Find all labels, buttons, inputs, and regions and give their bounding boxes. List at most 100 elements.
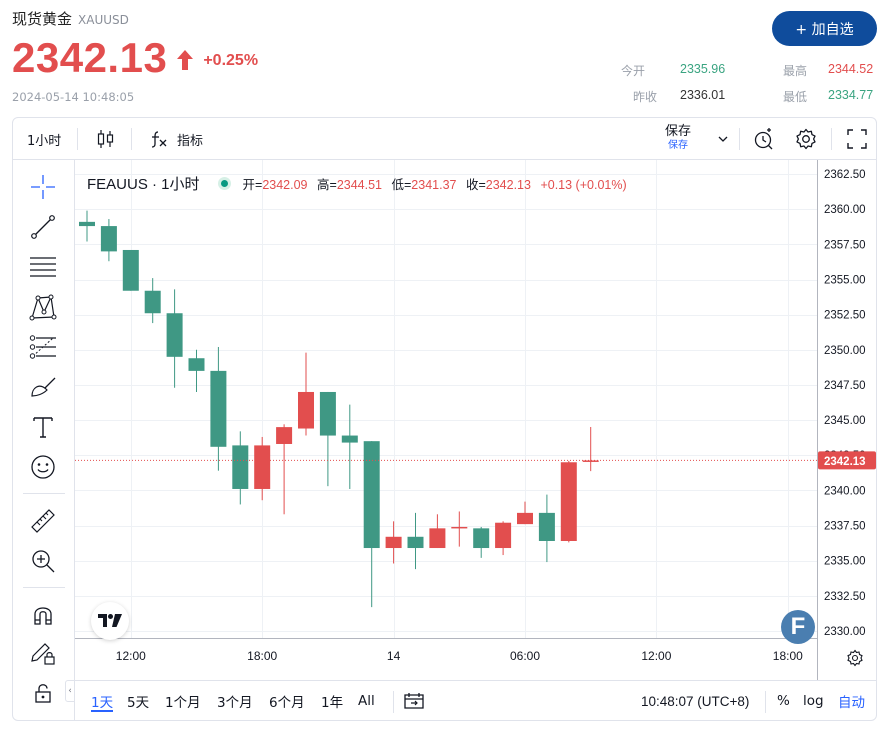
auto-scale-button[interactable]: 自动	[838, 695, 865, 711]
brush-tool[interactable]	[28, 372, 58, 402]
candle-body	[407, 536, 424, 549]
low-label: 最低	[783, 90, 808, 104]
add-watchlist-button[interactable]: + 加自选	[772, 11, 877, 46]
high-value: 2344.52	[828, 62, 874, 76]
market-status-dot	[217, 176, 231, 190]
range-3m[interactable]: 3个月	[217, 695, 253, 711]
range-all[interactable]: All	[358, 693, 375, 709]
drawing-toolbar: ‹	[13, 160, 75, 720]
legend-close-label: 收=	[465, 177, 486, 192]
zoom-in-tool[interactable]	[28, 546, 58, 576]
crosshair-tool[interactable]	[28, 172, 58, 202]
chart-widget: 1小时 指标 保存 保存	[12, 117, 877, 721]
candle-body	[79, 221, 95, 227]
save-dropdown-button[interactable]	[717, 118, 729, 160]
price-tick-label: 2337.50	[824, 521, 866, 533]
chevron-down-icon	[718, 136, 728, 142]
candle	[276, 424, 293, 515]
time-tick-label: 18:00	[773, 649, 803, 663]
chart-type-button[interactable]	[97, 118, 115, 160]
candle	[385, 521, 402, 564]
tradingview-logo[interactable]	[91, 602, 129, 640]
range-1m[interactable]: 1个月	[165, 695, 201, 711]
toolbar-collapse-button[interactable]: ‹	[65, 680, 75, 702]
emoji-tool[interactable]	[28, 452, 58, 482]
fx-icon	[151, 131, 167, 148]
candle	[122, 249, 139, 291]
toolbar-divider	[23, 587, 65, 588]
range-6m[interactable]: 6个月	[269, 695, 305, 711]
candle-body	[538, 512, 555, 541]
instrument-title: 现货黄金 XAUUSD	[12, 8, 129, 29]
candle-body	[144, 290, 161, 314]
indicators-button[interactable]: 指标	[149, 118, 203, 160]
interval-label: 1小时	[27, 133, 62, 149]
open-label: 今开	[621, 64, 646, 78]
lock-drawing-tool[interactable]	[28, 638, 58, 668]
horizontal-lines-tool[interactable]	[28, 252, 58, 282]
price-tick-label: 2332.50	[824, 591, 866, 603]
save-label: 保存	[664, 124, 691, 139]
price-tick-label: 2357.50	[824, 239, 866, 251]
interval-button[interactable]: 1小时	[27, 118, 61, 160]
price-tick-label: 2347.50	[824, 380, 866, 392]
price-line: 2342.13 +0.25%	[12, 34, 258, 82]
legend-high-label: 高=	[317, 177, 337, 192]
trend-line-tool[interactable]	[28, 212, 58, 242]
brush-icon	[31, 377, 56, 397]
ruler-tool[interactable]	[28, 506, 58, 536]
percent-scale-button[interactable]: %	[777, 693, 790, 709]
candle-body	[560, 462, 577, 541]
emoji-icon	[31, 455, 55, 479]
last-price-badge: 2342.13	[818, 451, 876, 470]
lock-draw-icon	[31, 643, 55, 665]
candle-body	[319, 391, 336, 436]
alert-button[interactable]	[753, 118, 775, 160]
price-chart[interactable]: 2362.50 2360.00 2357.50 2355.00 2352.50 2350.…	[75, 160, 877, 680]
toolbar-divider	[831, 128, 832, 150]
candle-body	[276, 427, 293, 444]
legend-close: 2342.13	[485, 177, 531, 192]
price-tick-label: 2360.00	[824, 204, 866, 216]
candle-body	[429, 528, 446, 549]
text-tool[interactable]	[28, 412, 58, 442]
candle	[210, 346, 227, 471]
legend-low-label: 低=	[391, 177, 412, 192]
up-arrow-icon	[177, 50, 194, 70]
fullscreen-icon	[847, 129, 867, 149]
time-tick-label: 12:00	[116, 649, 146, 663]
calendar-range-icon	[404, 693, 424, 709]
axis-settings-icon[interactable]	[847, 649, 863, 667]
change-percent: +0.25%	[203, 52, 259, 69]
candle-body	[341, 435, 358, 443]
price-tick-label: 2340.00	[824, 485, 866, 497]
pattern-tool[interactable]	[28, 292, 58, 322]
log-scale-button[interactable]: log	[803, 693, 824, 709]
legend-high: 2344.51	[336, 177, 382, 192]
open-value: 2335.96	[680, 62, 726, 76]
candle	[341, 404, 358, 489]
candle	[79, 210, 95, 242]
price-tick-label: 2335.00	[824, 556, 866, 568]
price-tick-label: 2355.00	[824, 275, 866, 287]
fib-tool[interactable]	[28, 332, 58, 362]
candle-body	[298, 391, 314, 429]
candle	[254, 436, 271, 501]
time-tick-label: 06:00	[510, 649, 540, 663]
candle	[407, 512, 424, 570]
range-5d[interactable]: 5天	[127, 695, 150, 711]
settings-button[interactable]	[795, 118, 817, 160]
date-range-button[interactable]	[403, 681, 425, 720]
candle	[363, 441, 380, 608]
range-1y[interactable]: 1年	[321, 695, 344, 711]
magnet-tool[interactable]	[28, 600, 58, 630]
lock-tool[interactable]	[28, 678, 58, 708]
candle	[517, 501, 533, 525]
fullscreen-button[interactable]	[847, 118, 867, 160]
save-button[interactable]: 保存 保存	[653, 124, 703, 152]
candle-body	[385, 536, 402, 549]
clock-readout[interactable]: 10:48:07 (UTC+8)	[641, 693, 750, 709]
candle-body	[451, 526, 468, 529]
range-1d[interactable]: 1天	[91, 681, 114, 720]
candle	[100, 219, 117, 262]
